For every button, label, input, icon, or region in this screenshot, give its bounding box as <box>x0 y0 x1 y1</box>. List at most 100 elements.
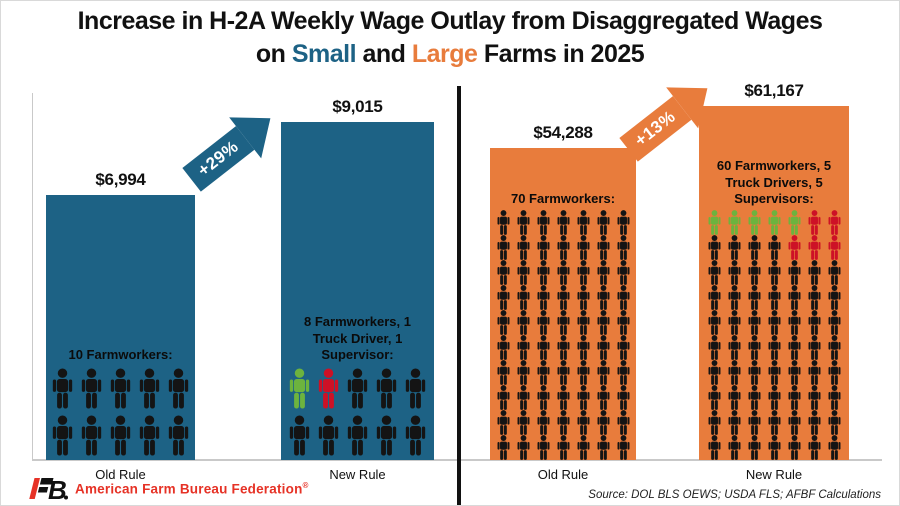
person-icon <box>577 310 589 335</box>
title-segment: Farms in 2025 <box>477 39 645 68</box>
person-icon <box>168 415 189 456</box>
person-icon <box>597 385 609 410</box>
person-icon <box>708 360 720 385</box>
person-icon <box>808 360 820 385</box>
person-icon <box>748 385 760 410</box>
person-icon <box>557 410 569 435</box>
person-icon <box>577 360 589 385</box>
person-icon <box>597 285 609 310</box>
person-icon <box>517 310 529 335</box>
bar-small-farms-old-rule: 10 Farmworkers: <box>46 195 195 460</box>
person-icon <box>318 368 339 409</box>
person-icon <box>617 260 629 285</box>
person-icon <box>577 385 589 410</box>
person-icon <box>318 415 339 456</box>
person-icon <box>289 415 310 456</box>
person-icon <box>537 260 549 285</box>
bar-value-label: $9,015 <box>332 97 383 116</box>
person-icon-row <box>705 385 844 410</box>
person-icon <box>748 410 760 435</box>
person-icon-row <box>705 410 844 435</box>
person-icon <box>517 435 529 460</box>
person-icon <box>497 410 509 435</box>
bar-category-label: New Rule <box>329 467 386 482</box>
person-icon <box>788 360 800 385</box>
person-icon <box>597 235 609 260</box>
bar-value-label: $61,167 <box>744 81 804 100</box>
person-icon <box>748 360 760 385</box>
person-icon <box>577 260 589 285</box>
person-icon <box>828 360 840 385</box>
person-icon <box>517 410 529 435</box>
person-icon <box>788 410 800 435</box>
person-icon <box>577 435 589 460</box>
person-icon <box>788 235 800 260</box>
person-icon <box>808 210 820 235</box>
person-icon <box>728 210 740 235</box>
bar-small-farms-new-rule: 8 Farmworkers, 1 Truck Driver, 1 Supervi… <box>281 122 434 460</box>
logo-letter-b: B <box>48 476 67 502</box>
person-icon <box>768 335 780 360</box>
person-icon-row <box>494 385 633 410</box>
person-icon <box>708 210 720 235</box>
person-icon <box>768 310 780 335</box>
person-icon <box>497 335 509 360</box>
person-icon-row <box>494 210 633 235</box>
registered-mark: ® <box>302 481 309 491</box>
person-icon <box>557 235 569 260</box>
person-icon <box>497 310 509 335</box>
person-icon <box>517 260 529 285</box>
person-icon <box>788 335 800 360</box>
person-icon <box>537 435 549 460</box>
person-icon-row <box>705 335 844 360</box>
person-icon <box>577 210 589 235</box>
person-icon <box>577 335 589 360</box>
person-icon <box>577 410 589 435</box>
person-icon <box>347 368 368 409</box>
person-icon <box>557 260 569 285</box>
person-icon <box>517 210 529 235</box>
person-icon <box>597 335 609 360</box>
person-icon <box>768 285 780 310</box>
person-icon <box>808 285 820 310</box>
person-icon <box>808 435 820 460</box>
person-icon <box>768 260 780 285</box>
person-icon <box>597 360 609 385</box>
person-icon <box>289 368 310 409</box>
person-icon <box>708 235 720 260</box>
person-icon <box>405 368 426 409</box>
person-icon <box>788 285 800 310</box>
person-icon <box>708 335 720 360</box>
person-icon-row <box>705 260 844 285</box>
person-icon <box>376 415 397 456</box>
person-icon <box>557 385 569 410</box>
person-icon <box>517 285 529 310</box>
person-icon <box>81 415 102 456</box>
bar-category-label: New Rule <box>745 467 803 482</box>
person-icon <box>748 210 760 235</box>
bar-value-label: $54,288 <box>533 123 593 142</box>
person-icon <box>828 260 840 285</box>
person-icon <box>110 368 131 409</box>
person-icon <box>788 435 800 460</box>
person-icon <box>728 285 740 310</box>
person-icon <box>808 335 820 360</box>
afbf-name-text: American Farm Bureau Federation® <box>75 481 309 497</box>
person-icon <box>617 210 629 235</box>
person-icon <box>617 385 629 410</box>
person-icon <box>517 235 529 260</box>
person-icon <box>728 260 740 285</box>
person-icon <box>788 260 800 285</box>
person-icon <box>557 435 569 460</box>
person-icon <box>517 335 529 360</box>
person-icon <box>557 285 569 310</box>
section-divider <box>457 86 461 505</box>
title-segment: and <box>356 39 412 68</box>
fb-logo-icon: B <box>29 476 68 502</box>
person-icon <box>828 335 840 360</box>
person-icon-row <box>286 366 429 411</box>
person-icon-row <box>705 235 844 260</box>
bar-description: 10 Farmworkers: <box>68 346 173 362</box>
bar-description: 70 Farmworkers: <box>510 190 616 206</box>
person-icon <box>808 260 820 285</box>
